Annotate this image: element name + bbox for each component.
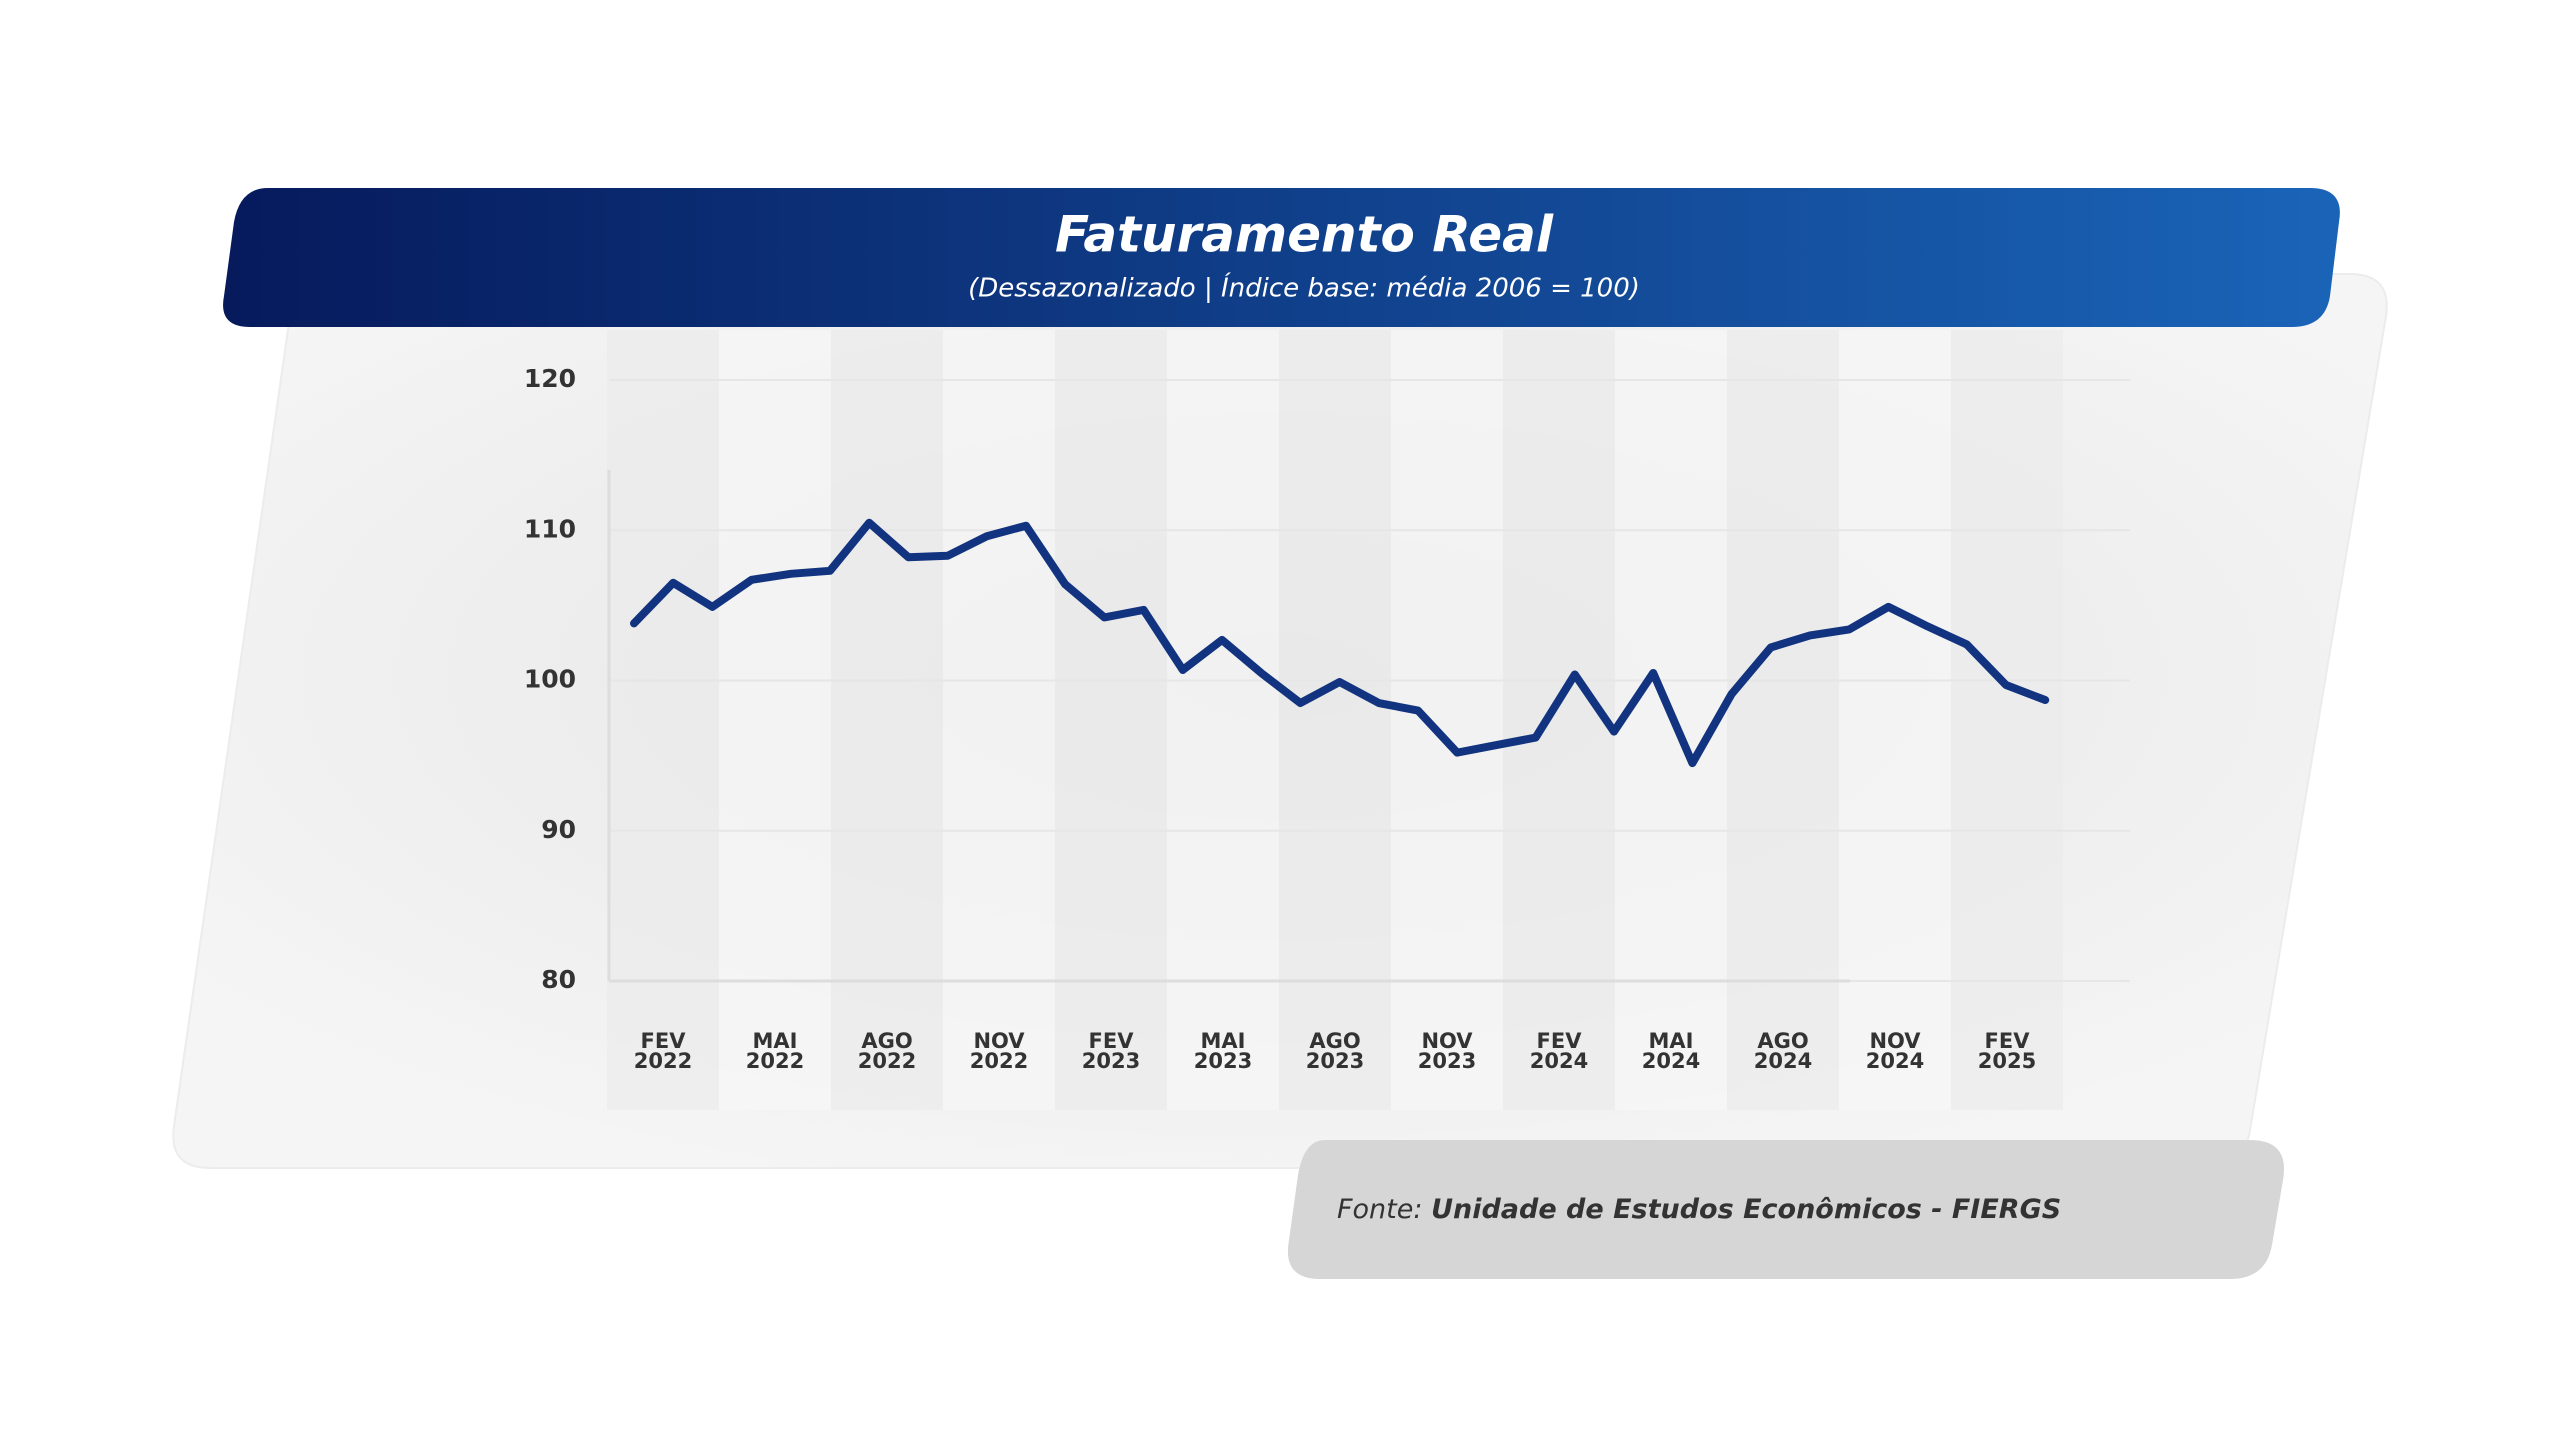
title: Faturamento Real	[1055, 206, 1554, 264]
x-tick-label: NOV 2023	[1418, 1029, 1476, 1073]
series-line	[630, 518, 2050, 768]
source-prefix: Fonte:	[1337, 1194, 1422, 1225]
x-tick-label: MAI 2024	[1642, 1029, 1700, 1073]
source-box	[1287, 1140, 2285, 1279]
column-band	[607, 330, 719, 1110]
x-tick-label: NOV 2022	[970, 1029, 1028, 1073]
column-band	[1503, 330, 1615, 1110]
x-tick-label: MAI 2023	[1194, 1029, 1252, 1073]
x-tick-label: NOV 2024	[1866, 1029, 1924, 1073]
plot: 80 90 100 110 120 FEV 2022 MAI 2022 AGO 2022 NOV 202…	[524, 330, 2130, 1110]
column-band	[1055, 330, 1167, 1110]
x-tick-label: FEV 2023	[1082, 1029, 1140, 1073]
x-tick-label: FEV 2025	[1978, 1029, 2036, 1073]
column-band	[943, 330, 1055, 1110]
title-banner	[223, 188, 2340, 327]
y-tick-label: 100	[524, 665, 576, 694]
x-tick-label: MAI 2022	[746, 1029, 804, 1073]
source: Fonte: Unidade de Estudos Econômicos - F…	[1337, 1194, 2061, 1225]
column-band	[1167, 330, 1279, 1110]
y-tick-label: 80	[541, 965, 576, 994]
x-tick-label: AGO 2024	[1754, 1029, 1812, 1073]
x-tick-label: AGO 2023	[1306, 1029, 1364, 1073]
x-tick-label: AGO 2022	[858, 1029, 916, 1073]
x-tick-label: FEV 2024	[1530, 1029, 1588, 1073]
column-band	[1951, 330, 2063, 1110]
column-band	[831, 330, 943, 1110]
y-tick-label: 90	[541, 815, 576, 844]
column-band	[719, 330, 831, 1110]
column-band	[1839, 330, 1951, 1110]
source-name: Unidade de Estudos Econômicos - FIERGS	[1431, 1194, 2061, 1225]
column-band	[1391, 330, 1503, 1110]
subtitle: (Dessazonalizado | Índice base: média 20…	[968, 272, 1640, 304]
y-tick-label: 110	[524, 514, 576, 543]
column-band	[1279, 330, 1391, 1110]
y-tick-label: 120	[524, 364, 576, 393]
column-band	[1727, 330, 1839, 1110]
x-tick-label: FEV 2022	[634, 1029, 692, 1073]
